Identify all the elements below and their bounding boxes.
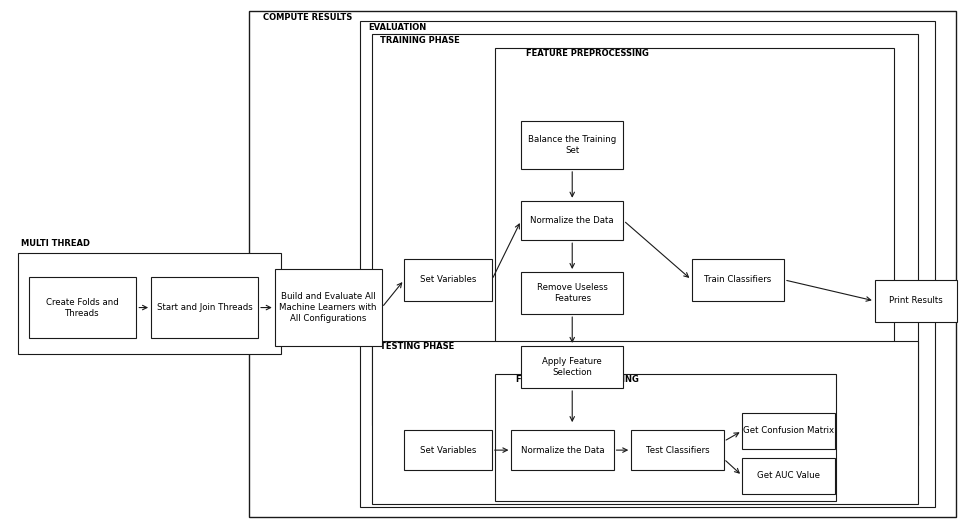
Text: Test Classifiers: Test Classifiers [646,446,709,455]
Bar [631,430,724,470]
Bar [511,430,614,470]
Bar [495,374,836,501]
Bar [742,413,835,449]
Text: TESTING PHASE: TESTING PHASE [380,342,454,351]
Text: FEATURE PREPROCESSING: FEATURE PREPROCESSING [526,49,649,58]
Bar [495,48,894,414]
Bar [521,272,623,314]
Bar [742,458,835,494]
Bar [151,277,258,338]
Text: Build and Evaluate All
Machine Learners with
All Configurations: Build and Evaluate All Machine Learners … [280,292,377,323]
Text: Balance the Training
Set: Balance the Training Set [528,135,617,155]
Bar [875,280,957,322]
Text: MULTI THREAD: MULTI THREAD [21,239,91,248]
Text: Apply Feature
Selection: Apply Feature Selection [543,357,602,377]
Text: Set Variables: Set Variables [420,275,476,285]
Bar [18,253,281,354]
Text: Print Results: Print Results [889,296,943,306]
Bar [692,259,784,301]
Text: EVALUATION: EVALUATION [368,23,427,32]
Text: Get Confusion Matrix: Get Confusion Matrix [743,426,834,436]
Bar [372,34,918,425]
Text: Normalize the Data: Normalize the Data [521,446,604,455]
Text: Get AUC Value: Get AUC Value [757,471,820,480]
Text: TRAINING PHASE: TRAINING PHASE [380,36,460,45]
Bar [404,430,492,470]
Bar [521,201,623,240]
Text: Normalize the Data: Normalize the Data [531,216,614,225]
Bar [29,277,136,338]
Text: Start and Join Threads: Start and Join Threads [157,303,252,312]
Text: COMPUTE RESULTS: COMPUTE RESULTS [263,13,353,22]
Text: Set Variables: Set Variables [420,446,476,455]
Bar [521,121,623,169]
Text: Train Classifiers: Train Classifiers [704,275,771,285]
Bar [404,259,492,301]
Text: Remove Useless
Features: Remove Useless Features [537,283,608,303]
Bar [275,269,382,346]
Bar [372,341,918,504]
Text: Create Folds and
Threads: Create Folds and Threads [47,297,119,318]
Bar [249,11,956,517]
Bar [521,346,623,388]
Text: FEATURE PREPROCESSING: FEATURE PREPROCESSING [516,375,639,384]
Bar [360,21,935,507]
